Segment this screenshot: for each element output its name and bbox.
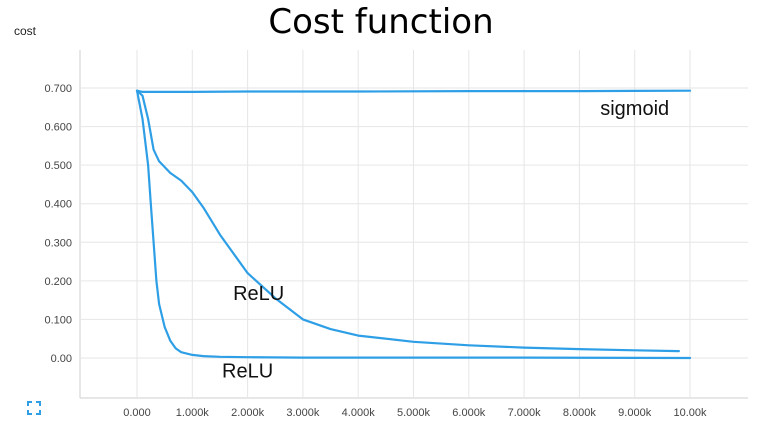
y-tick-label: 0.500 (44, 160, 72, 172)
annotations: sigmoid ReLU ReLU (222, 98, 669, 382)
x-tick-label: 1.000k (176, 407, 210, 419)
y-tick-label: 0.200 (44, 276, 72, 288)
y-tick-label: 0.700 (44, 83, 72, 95)
y-tick-label: 0.00 (51, 353, 72, 365)
page-title: Cost function (268, 2, 494, 42)
series-lines (135, 89, 692, 360)
y-tick-label: 0.400 (44, 199, 72, 211)
panel-label: cost (14, 24, 37, 38)
x-tick-label: 3.000k (286, 407, 320, 419)
expand-icon[interactable] (27, 401, 41, 415)
x-tick-label: 9.000k (618, 407, 652, 419)
x-tick-label: 7.000k (508, 407, 542, 419)
x-tick-label: 0.000 (123, 407, 151, 419)
x-tick-label: 4.000k (342, 407, 376, 419)
series-line-relu-1 (135, 89, 681, 353)
tick-labels: 0.00 0.100 0.200 0.300 0.400 0.500 0.600 0.700 0… (44, 83, 707, 419)
series-line-relu-2 (135, 89, 692, 360)
y-tick-label: 0.600 (44, 122, 72, 134)
x-tick-label: 6.000k (452, 407, 486, 419)
annotation-0: sigmoid (600, 98, 669, 120)
y-tick-label: 0.100 (44, 314, 72, 326)
x-tick-label: 10.00k (673, 407, 707, 419)
grid (79, 50, 748, 399)
annotation-2: ReLU (222, 360, 273, 382)
series-line-sigmoid-0 (135, 89, 692, 94)
x-tick-label: 5.000k (397, 407, 431, 419)
x-tick-label: 2.000k (231, 407, 265, 419)
annotation-1: ReLU (233, 283, 284, 305)
x-tick-label: 8.000k (563, 407, 597, 419)
y-tick-label: 0.300 (44, 237, 72, 249)
